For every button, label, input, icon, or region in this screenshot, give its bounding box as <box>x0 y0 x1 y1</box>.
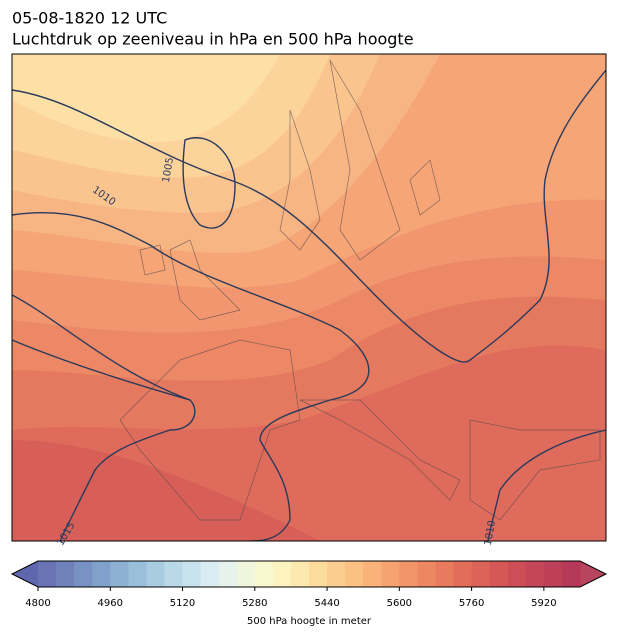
colorbar-segment <box>489 561 509 587</box>
colorbar-tick-label: 4800 <box>25 598 50 609</box>
colorbar-segment <box>345 561 364 587</box>
colorbar-segment <box>110 561 129 587</box>
colorbar-segment <box>525 561 545 587</box>
colorbar-segment <box>435 561 455 587</box>
colorbar-segment <box>543 561 563 587</box>
colorbar-tick-label: 5760 <box>459 598 484 609</box>
colorbar-tick-label: 4960 <box>98 598 123 609</box>
colorbar-extend <box>580 561 606 587</box>
colorbar-segment <box>146 561 165 587</box>
colorbar-tick-label: 5120 <box>170 598 195 609</box>
colorbar-tick-label: 5440 <box>314 598 339 609</box>
map-frame <box>11 53 607 542</box>
colorbar-outline <box>10 560 608 588</box>
colorbar-segment <box>363 561 382 587</box>
colorbar-segment <box>200 561 220 587</box>
contour-line <box>12 339 191 401</box>
colorbar-segment <box>399 561 418 587</box>
contour-line <box>487 429 606 541</box>
colorbar-segment <box>327 561 346 587</box>
colorbar-segment <box>309 561 328 587</box>
colorbar: 4800 4960 5120 5280 5440 5600 5760 5920 <box>10 560 608 609</box>
colorbar-segment <box>182 561 202 587</box>
colorbar-segment <box>254 561 274 587</box>
colorbar-label: 500 hPa hoogte in meter <box>247 616 372 627</box>
colorbar-segment <box>453 561 473 587</box>
date-title: 05-08-1820 12 UTC <box>12 9 167 28</box>
colorbar-segment <box>38 561 57 587</box>
map-title: Luchtdruk op zeeniveau in hPa en 500 hPa… <box>12 30 414 49</box>
coastline <box>119 59 601 521</box>
colorbar-segment <box>290 561 310 587</box>
colorbar-segment <box>272 561 292 587</box>
colorbar-tick-label: 5280 <box>242 598 267 609</box>
contour-label: 1010 <box>483 520 498 547</box>
band <box>12 54 280 143</box>
contour-line <box>182 137 236 229</box>
colorbar-segment <box>381 561 400 587</box>
colorbar-segment <box>128 561 147 587</box>
colorbar-extend <box>12 561 38 587</box>
band <box>12 440 320 541</box>
colorbar-tick-label: 5920 <box>531 598 556 609</box>
colorbar-segment <box>164 561 184 587</box>
colorbar-segment <box>218 561 238 587</box>
colorbar-segment <box>236 561 256 587</box>
colorbar-segment <box>417 561 436 587</box>
colorbar-segment <box>507 561 527 587</box>
colorbar-tick-label: 5600 <box>387 598 412 609</box>
colorbar-segment <box>56 561 75 587</box>
contour-line <box>12 294 196 541</box>
colorbar-segment <box>92 561 111 587</box>
contour-line <box>12 212 370 541</box>
contour-line <box>12 69 606 363</box>
colorbar-segment <box>74 561 93 587</box>
map: 1010 1005 1015 1010 <box>11 53 607 548</box>
contour-label: 1005 <box>161 157 176 184</box>
colorbar-segment <box>561 561 581 587</box>
colorbar-segment <box>471 561 491 587</box>
